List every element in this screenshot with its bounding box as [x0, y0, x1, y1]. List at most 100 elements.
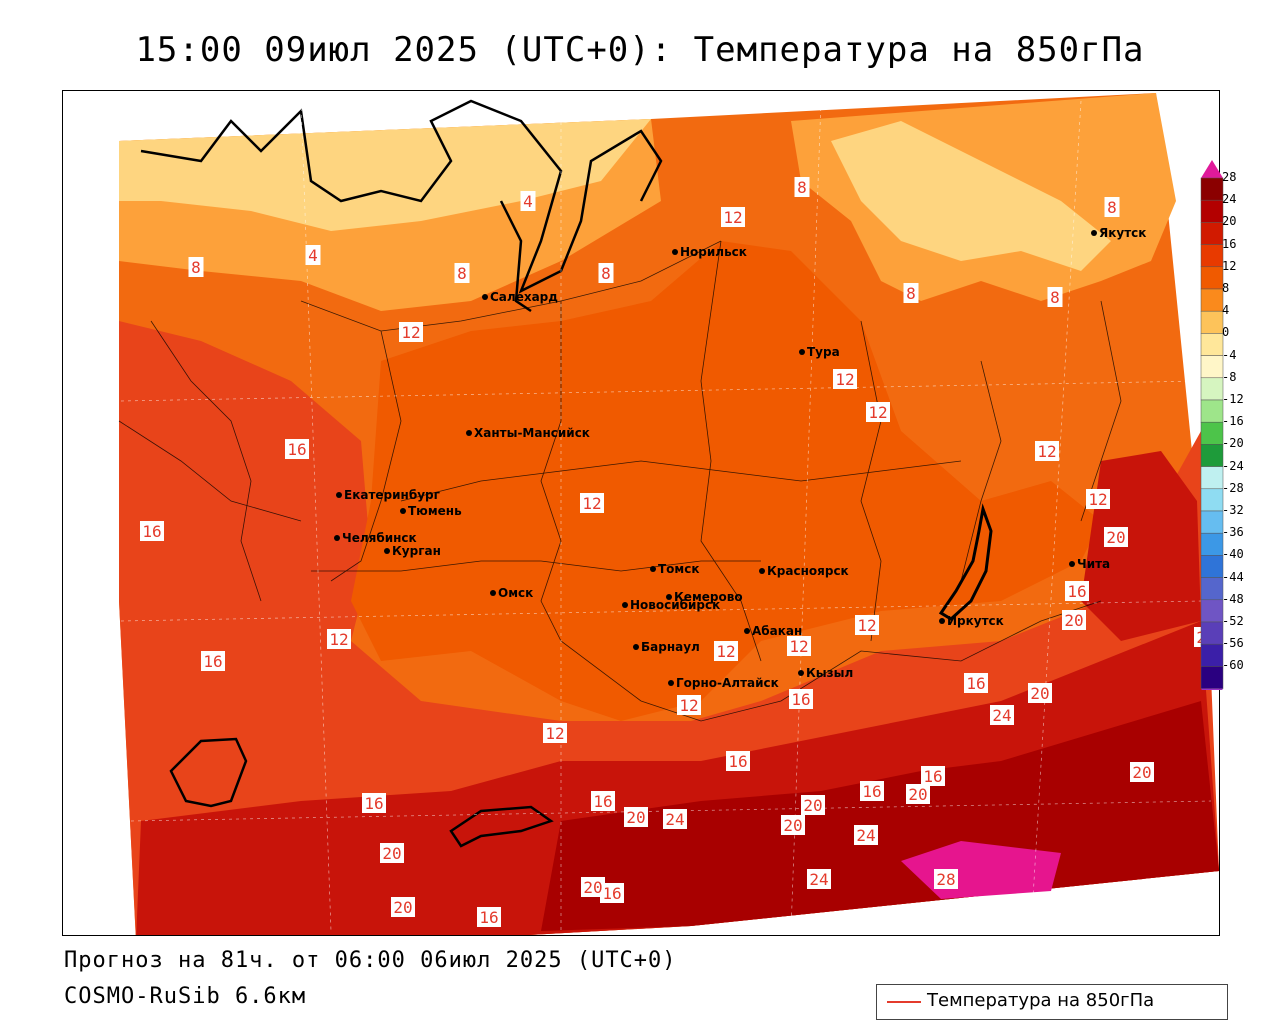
cities-layer: Салехард Норильск Якутск Тура Ханты-Мансийск…	[334, 226, 1146, 690]
contour-label: 12	[1035, 441, 1059, 461]
svg-text:24: 24	[856, 826, 875, 845]
contour-label: 16	[921, 766, 945, 786]
city-marker	[482, 294, 488, 300]
contour-label: 16	[362, 793, 386, 813]
lake-baikal	[938, 503, 993, 621]
contour-label: 20	[624, 807, 648, 827]
colorbar-tick-label: 20	[1222, 214, 1237, 229]
svg-text:8: 8	[906, 284, 916, 303]
colorbar-swatch	[1200, 466, 1224, 490]
svg-text:8: 8	[797, 178, 807, 197]
svg-text:20: 20	[393, 898, 412, 917]
contour-label: 20	[380, 843, 404, 863]
colorbar-swatch	[1200, 488, 1224, 512]
contour-label: 24	[807, 869, 831, 889]
contour-label: 20	[801, 795, 825, 815]
colorbar-tick-label: 8	[1222, 281, 1230, 295]
svg-text:12: 12	[1088, 490, 1107, 509]
legend-label: Температура на 850гПа	[927, 990, 1155, 1011]
colorbar-tick-label: -4	[1222, 347, 1237, 362]
svg-text:12: 12	[835, 370, 854, 389]
colorbar-swatch	[1200, 621, 1224, 645]
colorbar-swatch	[1200, 222, 1224, 245]
contour-label: 12	[855, 615, 879, 635]
colorbar-tick-label: -56	[1222, 636, 1244, 651]
svg-text:12: 12	[679, 696, 698, 715]
contour-label: 12	[677, 695, 701, 715]
city-label: Курган	[392, 544, 441, 558]
svg-text:12: 12	[1037, 442, 1056, 461]
contour-label: 20	[581, 877, 605, 897]
contour-label: 16	[1065, 581, 1089, 601]
colorbar-tick-label: 16	[1222, 236, 1237, 251]
svg-text:16: 16	[1067, 582, 1086, 601]
map-title: 15:00 09июл 2025 (UTC+0): Температура на…	[135, 30, 1145, 70]
city-label: Чита	[1077, 557, 1110, 571]
contour-label: 20	[1104, 527, 1128, 547]
colorbar-swatch	[1200, 555, 1224, 578]
city-label: Новосибирск	[630, 598, 720, 612]
city-marker	[336, 492, 342, 498]
contour-label: 16	[964, 673, 988, 693]
colorbar-tick-label: -16	[1222, 414, 1244, 429]
contour-label: 20	[1130, 762, 1154, 782]
contour-label: 4	[305, 245, 321, 265]
svg-text:16: 16	[728, 752, 747, 771]
contour-label: 16	[600, 883, 624, 903]
contour-label: 16	[789, 689, 813, 709]
svg-text:16: 16	[791, 690, 810, 709]
contour-label: 8	[454, 263, 470, 283]
zone-12	[351, 241, 1101, 721]
colorbar-swatch	[1200, 643, 1224, 667]
contour-label: 20	[781, 815, 805, 835]
coastline-yamal	[499, 200, 532, 313]
colorbar-tick-label: -60	[1222, 658, 1244, 673]
contour-label: 20	[1028, 683, 1052, 703]
contour-label: 20	[906, 784, 930, 804]
svg-text:16: 16	[923, 767, 942, 786]
city-label: Томск	[658, 562, 700, 576]
svg-text:20: 20	[583, 878, 602, 897]
colorbar-tick-label: -20	[1222, 436, 1244, 451]
svg-text:8: 8	[601, 264, 611, 283]
city-label: Челябинск	[342, 531, 417, 545]
contour-label: 12	[833, 369, 857, 389]
city-marker	[650, 566, 656, 572]
svg-text:20: 20	[1106, 528, 1125, 547]
city-label: Ханты-Мансийск	[474, 426, 590, 440]
svg-text:4: 4	[523, 192, 533, 211]
model-name: COSMO-RuSib 6.6км	[64, 984, 307, 1009]
contour-label: 12	[327, 629, 351, 649]
contour-label: 24	[990, 705, 1014, 725]
svg-text:8: 8	[1107, 198, 1117, 217]
colorbar-tick-label: -8	[1222, 369, 1237, 384]
contour-label: 12	[721, 207, 745, 227]
svg-text:12: 12	[723, 208, 742, 227]
svg-text:24: 24	[992, 706, 1011, 725]
city-marker	[1091, 230, 1097, 236]
svg-text:20: 20	[783, 816, 802, 835]
colorbar-swatch	[1200, 177, 1224, 201]
city-marker	[490, 590, 496, 596]
colorbar-swatch	[1200, 577, 1224, 601]
city-label: Барнаул	[641, 640, 700, 654]
city-marker	[384, 548, 390, 554]
colorbar-swatch	[1200, 199, 1224, 223]
colorbar-tick-label: 4	[1222, 303, 1230, 318]
city-marker	[400, 508, 406, 514]
contour-label: 16	[591, 791, 615, 811]
colorbar-swatch	[1200, 355, 1224, 379]
temperature-map: Салехард Норильск Якутск Тура Ханты-Мансийск…	[62, 90, 1220, 936]
svg-text:16: 16	[966, 674, 985, 693]
svg-text:12: 12	[857, 616, 876, 635]
contour-label: 20	[391, 897, 415, 917]
contour-label: 16	[201, 651, 225, 671]
contour-label: 8	[188, 257, 204, 277]
svg-text:16: 16	[602, 884, 621, 903]
city-label: Иркутск	[947, 614, 1004, 628]
city-marker	[666, 594, 672, 600]
city-label: Красноярск	[767, 564, 849, 578]
svg-text:16: 16	[142, 522, 161, 541]
svg-text:20: 20	[1030, 684, 1049, 703]
lake-issyk-outline	[449, 805, 554, 848]
